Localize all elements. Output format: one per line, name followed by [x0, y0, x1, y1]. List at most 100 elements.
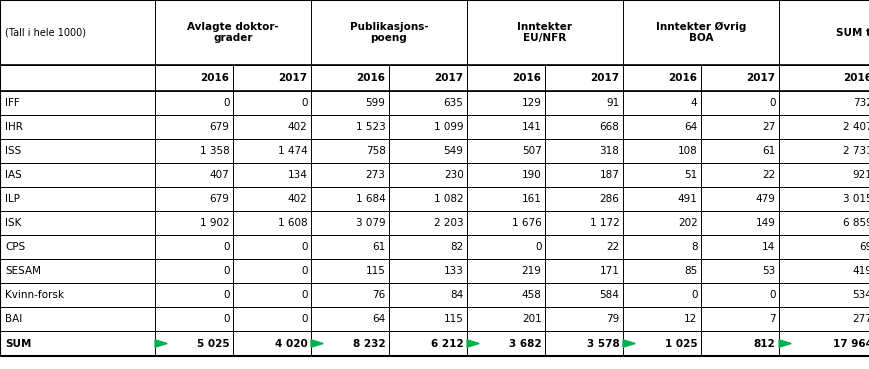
Bar: [389, 211, 467, 235]
Bar: [0, 0, 155, 65]
Bar: [155, 283, 233, 307]
Bar: [233, 65, 311, 91]
Bar: [233, 91, 311, 115]
Bar: [389, 211, 467, 235]
Bar: [779, 65, 869, 91]
Bar: [155, 259, 233, 283]
Bar: [545, 283, 623, 307]
Bar: [389, 139, 467, 163]
Bar: [701, 211, 779, 235]
Bar: [623, 0, 779, 65]
Text: 161: 161: [521, 194, 541, 204]
Text: SESAM: SESAM: [5, 266, 41, 276]
Bar: [779, 259, 869, 283]
Bar: [389, 283, 467, 307]
Bar: [311, 307, 389, 331]
Bar: [701, 259, 779, 283]
Bar: [467, 91, 545, 115]
Text: 0: 0: [223, 242, 229, 252]
Text: 491: 491: [678, 194, 698, 204]
Bar: [701, 65, 779, 91]
Bar: [389, 65, 467, 91]
Text: ILP: ILP: [5, 194, 20, 204]
Text: 3 578: 3 578: [587, 338, 620, 348]
Text: 0: 0: [301, 290, 308, 300]
Bar: [155, 139, 233, 163]
Text: 2 203: 2 203: [434, 218, 463, 228]
Text: 0: 0: [769, 98, 775, 108]
Bar: [233, 91, 311, 115]
Bar: [701, 139, 779, 163]
Text: 635: 635: [444, 98, 463, 108]
Text: 64: 64: [684, 122, 698, 132]
Bar: [701, 115, 779, 139]
Text: IFF: IFF: [5, 98, 20, 108]
Bar: [0, 163, 155, 187]
Text: 2016: 2016: [844, 73, 869, 83]
Bar: [233, 235, 311, 259]
Bar: [155, 0, 311, 65]
Bar: [311, 307, 389, 331]
Text: 0: 0: [691, 290, 698, 300]
Bar: [0, 115, 155, 139]
Bar: [779, 331, 869, 356]
Bar: [779, 259, 869, 283]
Text: 0: 0: [301, 242, 308, 252]
Text: Kvinn-forsk: Kvinn-forsk: [5, 290, 64, 300]
Text: 0: 0: [769, 290, 775, 300]
Bar: [311, 115, 389, 139]
Bar: [389, 259, 467, 283]
Bar: [0, 235, 155, 259]
Bar: [779, 283, 869, 307]
Bar: [545, 115, 623, 139]
Bar: [311, 187, 389, 211]
Bar: [389, 187, 467, 211]
Bar: [701, 91, 779, 115]
Text: Inntekter
EU/NFR: Inntekter EU/NFR: [518, 22, 573, 43]
Bar: [155, 259, 233, 283]
Bar: [233, 331, 311, 356]
Text: 318: 318: [600, 146, 620, 156]
Bar: [311, 331, 389, 356]
Bar: [779, 65, 869, 91]
Text: 219: 219: [521, 266, 541, 276]
Text: 1 474: 1 474: [278, 146, 308, 156]
Text: 273: 273: [366, 170, 386, 180]
Bar: [779, 187, 869, 211]
Bar: [389, 283, 467, 307]
Bar: [233, 65, 311, 91]
Bar: [155, 163, 233, 187]
Text: 668: 668: [600, 122, 620, 132]
Text: Publikasjons-
poeng: Publikasjons- poeng: [349, 22, 428, 43]
Bar: [389, 331, 467, 356]
Text: 1 684: 1 684: [355, 194, 386, 204]
Bar: [467, 187, 545, 211]
Bar: [779, 0, 869, 65]
Bar: [311, 65, 389, 91]
Text: 201: 201: [521, 314, 541, 324]
Text: 2016: 2016: [201, 73, 229, 83]
Text: 1 523: 1 523: [355, 122, 386, 132]
Bar: [701, 331, 779, 356]
Polygon shape: [155, 340, 167, 347]
Bar: [701, 307, 779, 331]
Text: 6 859: 6 859: [843, 218, 869, 228]
Bar: [545, 283, 623, 307]
Bar: [623, 307, 701, 331]
Bar: [623, 259, 701, 283]
Bar: [0, 91, 155, 115]
Text: 2016: 2016: [668, 73, 698, 83]
Bar: [701, 331, 779, 356]
Bar: [467, 115, 545, 139]
Text: 2017: 2017: [746, 73, 775, 83]
Bar: [311, 187, 389, 211]
Bar: [623, 139, 701, 163]
Text: 277: 277: [852, 314, 869, 324]
Text: 2017: 2017: [278, 73, 308, 83]
Bar: [155, 235, 233, 259]
Bar: [155, 65, 233, 91]
Text: 1 902: 1 902: [200, 218, 229, 228]
Bar: [155, 307, 233, 331]
Bar: [311, 139, 389, 163]
Bar: [467, 259, 545, 283]
